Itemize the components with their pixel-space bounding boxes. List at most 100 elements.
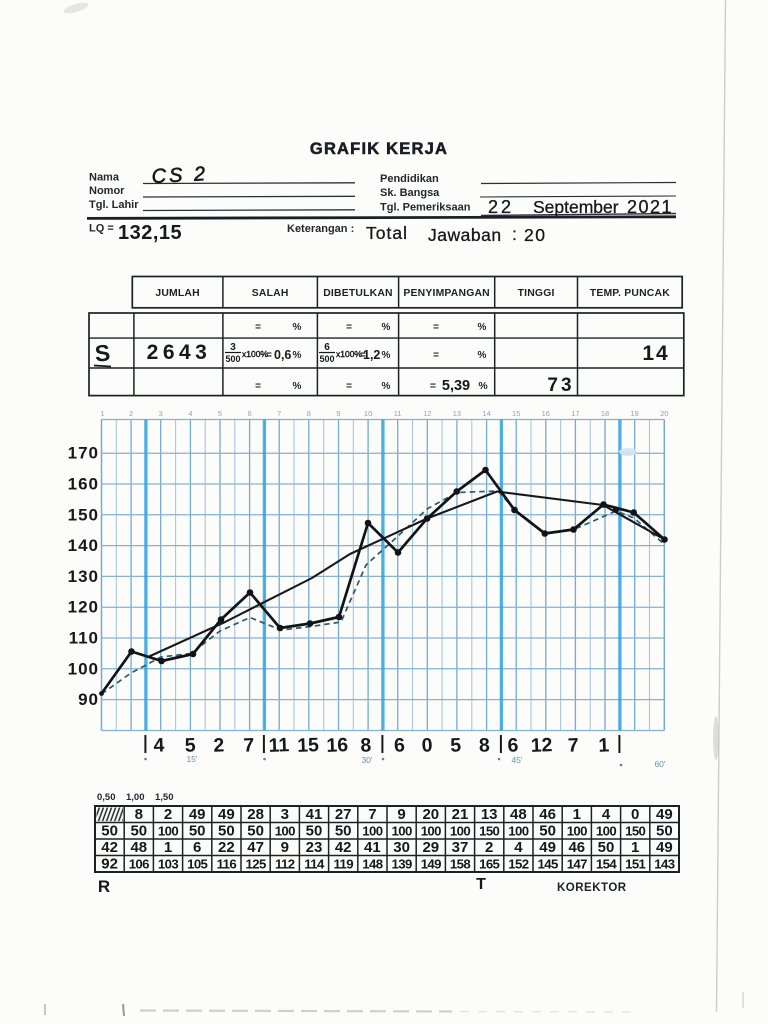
svg-text:147: 147 [567, 857, 587, 872]
svg-text:%: % [382, 381, 391, 392]
svg-text:132,15: 132,15 [118, 222, 182, 244]
svg-text:Nama: Nama [89, 172, 120, 184]
svg-text:KOREKTOR: KOREKTOR [557, 882, 627, 894]
svg-text:14: 14 [642, 342, 669, 365]
svg-text:1: 1 [573, 806, 581, 823]
svg-text:100: 100 [158, 824, 178, 839]
svg-text:x100%: x100% [336, 349, 362, 359]
svg-text:50: 50 [598, 839, 615, 856]
svg-text:29: 29 [422, 839, 439, 856]
svg-text:%: % [478, 380, 488, 392]
svg-text:49: 49 [218, 806, 235, 823]
svg-text:106: 106 [129, 857, 149, 872]
svg-text:3: 3 [230, 342, 236, 353]
svg-text:49: 49 [656, 839, 673, 856]
svg-text:100: 100 [421, 824, 441, 839]
svg-text:125: 125 [245, 857, 265, 872]
svg-text:7: 7 [567, 734, 579, 756]
svg-text:49: 49 [189, 806, 206, 823]
svg-text:1: 1 [164, 839, 172, 856]
svg-text:=: = [266, 350, 272, 361]
svg-text:50: 50 [247, 823, 264, 840]
svg-text:150: 150 [625, 824, 645, 839]
svg-text:0,6: 0,6 [274, 348, 291, 362]
svg-text:120: 120 [68, 598, 99, 617]
svg-text:8: 8 [135, 806, 143, 823]
svg-text:TINGGI: TINGGI [518, 288, 555, 299]
svg-text:September: September [533, 197, 619, 217]
svg-text:49: 49 [656, 806, 673, 823]
svg-text:Pendidikan: Pendidikan [380, 173, 439, 185]
svg-text:150: 150 [479, 824, 499, 839]
svg-text:50: 50 [335, 823, 352, 840]
svg-text:1: 1 [631, 839, 639, 856]
svg-text:=: = [346, 322, 352, 333]
svg-text:16: 16 [326, 734, 349, 757]
svg-text:Tgl. Lahir: Tgl. Lahir [89, 199, 139, 211]
svg-text:Sk. Bangsa: Sk. Bangsa [380, 187, 440, 199]
svg-text:90: 90 [78, 690, 99, 709]
svg-text:2: 2 [213, 734, 225, 756]
svg-text:170: 170 [68, 444, 99, 463]
svg-text:165: 165 [479, 857, 499, 872]
svg-text:13: 13 [453, 409, 461, 418]
svg-text:2643: 2643 [147, 341, 212, 364]
svg-text:Tgl. Pemeriksaan: Tgl. Pemeriksaan [380, 202, 471, 214]
svg-text:%: % [478, 350, 487, 361]
svg-text:148: 148 [362, 857, 382, 872]
svg-text:SALAH: SALAH [252, 288, 289, 299]
svg-text:=: = [255, 322, 261, 333]
svg-text:47: 47 [247, 839, 264, 856]
svg-text:19: 19 [631, 409, 639, 418]
svg-text:20: 20 [422, 806, 439, 823]
svg-text:%: % [293, 381, 302, 392]
svg-text:100: 100 [275, 824, 295, 839]
svg-text:9: 9 [336, 409, 340, 418]
svg-text:41: 41 [364, 839, 381, 856]
svg-text:=: = [255, 381, 261, 392]
svg-text:100: 100 [450, 824, 470, 839]
svg-text:8: 8 [307, 409, 311, 418]
svg-text:160: 160 [68, 475, 99, 494]
svg-text:x100%: x100% [242, 349, 268, 359]
svg-text:21: 21 [452, 806, 469, 823]
svg-text:17: 17 [571, 409, 579, 418]
svg-text:0: 0 [421, 734, 433, 756]
svg-text:4: 4 [188, 409, 192, 418]
svg-text:150: 150 [68, 505, 99, 524]
svg-text::: : [512, 224, 517, 244]
svg-text:6: 6 [394, 734, 406, 756]
svg-text:12: 12 [423, 409, 431, 418]
svg-text:100: 100 [567, 824, 587, 839]
svg-text:7: 7 [368, 806, 376, 823]
svg-text:9: 9 [281, 839, 289, 856]
svg-text:6: 6 [248, 409, 252, 418]
svg-text:37: 37 [452, 839, 469, 856]
svg-text:PENYIMPANGAN: PENYIMPANGAN [403, 288, 490, 299]
svg-text:%: % [293, 350, 302, 361]
svg-text:2: 2 [164, 806, 172, 823]
svg-text:46: 46 [568, 839, 585, 856]
svg-text:2: 2 [129, 409, 133, 418]
svg-text:1: 1 [100, 409, 104, 418]
svg-text:50: 50 [306, 823, 323, 840]
svg-text:149: 149 [421, 857, 441, 872]
svg-text:22: 22 [218, 839, 235, 856]
svg-text:158: 158 [450, 857, 470, 872]
svg-text:8: 8 [479, 734, 491, 756]
svg-text:42: 42 [101, 839, 118, 856]
svg-text:151: 151 [625, 857, 645, 872]
svg-text:15: 15 [297, 734, 320, 757]
svg-text:%: % [382, 350, 391, 361]
svg-text:45': 45' [511, 755, 522, 765]
svg-text:Jawaban: Jawaban [428, 225, 502, 245]
svg-text:=: = [433, 322, 439, 333]
svg-text:50: 50 [656, 823, 673, 840]
svg-text:143: 143 [654, 857, 674, 872]
svg-text:60': 60' [654, 759, 665, 769]
svg-text:130: 130 [68, 567, 99, 586]
svg-text:1,2: 1,2 [363, 348, 380, 362]
svg-text:16: 16 [542, 409, 550, 418]
svg-text:50: 50 [218, 823, 235, 840]
svg-text:49: 49 [539, 839, 556, 856]
